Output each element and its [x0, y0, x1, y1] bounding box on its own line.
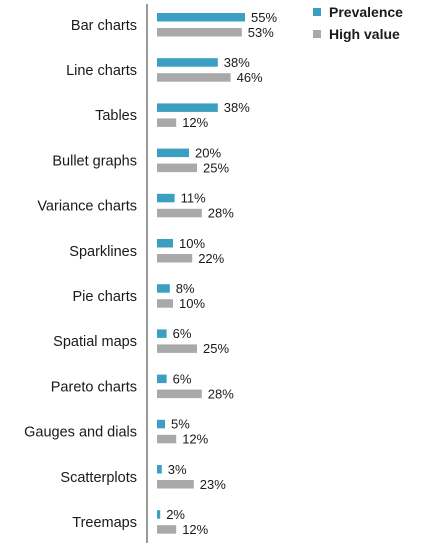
prevalence-value-label: 3% — [168, 462, 187, 477]
high-value-value-label: 25% — [203, 341, 229, 356]
prevalence-value-label: 8% — [176, 281, 195, 296]
prevalence-bar — [157, 58, 218, 67]
legend-label-prevalence: Prevalence — [329, 4, 403, 20]
prevalence-value-label: 55% — [251, 10, 277, 25]
prevalence-value-label: 38% — [224, 55, 250, 70]
category-label: Variance charts — [37, 199, 137, 215]
high-value-value-label: 28% — [208, 386, 234, 401]
high-value-value-label: 12% — [182, 432, 208, 447]
category-label: Spatial maps — [53, 334, 137, 350]
category-label: Sparklines — [69, 244, 137, 260]
high-value-value-label: 12% — [182, 522, 208, 537]
category-label: Bullet graphs — [52, 153, 137, 169]
high-value-bar — [157, 73, 231, 82]
prevalence-bar — [157, 103, 218, 112]
high-value-value-label: 25% — [203, 160, 229, 175]
legend-swatch-high-value — [313, 30, 321, 38]
high-value-bar — [157, 434, 177, 444]
category-label: Line charts — [66, 63, 137, 79]
high-value-bar — [157, 389, 202, 399]
prevalence-bar — [157, 329, 167, 338]
prevalence-value-label: 11% — [181, 191, 206, 206]
high-value-value-label: 28% — [208, 206, 234, 221]
prevalence-bar — [157, 510, 161, 519]
prevalence-bar — [157, 284, 170, 293]
prevalence-value-label: 2% — [166, 507, 185, 522]
high-value-bar — [157, 525, 177, 534]
high-value-bar — [157, 163, 197, 173]
high-value-value-label: 12% — [182, 115, 208, 130]
prevalence-bar — [157, 193, 175, 203]
category-label: Pie charts — [73, 289, 137, 305]
high-value-bar — [157, 344, 197, 353]
category-label: Pareto charts — [51, 379, 137, 395]
high-value-value-label: 23% — [200, 477, 226, 492]
category-label: Bar charts — [71, 18, 137, 34]
high-value-value-label: 10% — [179, 296, 205, 311]
prevalence-bar — [157, 465, 162, 474]
prevalence-value-label: 10% — [179, 236, 205, 251]
prevalence-bar — [157, 239, 173, 248]
prevalence-bar — [157, 419, 165, 429]
high-value-value-label: 22% — [198, 251, 224, 266]
prevalence-value-label: 38% — [224, 100, 250, 115]
category-label: Gauges and dials — [24, 425, 137, 441]
prevalence-bar — [157, 13, 245, 22]
prevalence-bar — [157, 374, 167, 384]
prevalence-value-label: 6% — [173, 326, 192, 341]
prevalence-value-label: 5% — [171, 417, 190, 432]
high-value-value-label: 53% — [248, 25, 274, 40]
prevalence-value-label: 20% — [195, 145, 221, 160]
category-label: Scatterplots — [60, 470, 137, 486]
legend: Prevalence High value — [313, 4, 403, 42]
legend-label-high-value: High value — [329, 26, 400, 42]
high-value-bar — [157, 254, 193, 263]
high-value-bar — [157, 28, 242, 37]
high-value-bar — [157, 118, 177, 127]
high-value-bar — [157, 208, 202, 218]
prevalence-bar — [157, 148, 189, 158]
category-label: Tables — [95, 108, 137, 124]
high-value-value-label: 46% — [237, 70, 263, 85]
category-label: Treemaps — [72, 515, 137, 531]
high-value-bar — [157, 299, 173, 308]
legend-swatch-prevalence — [313, 8, 321, 16]
prevalence-value-label: 6% — [173, 371, 192, 386]
high-value-bar — [157, 480, 194, 489]
